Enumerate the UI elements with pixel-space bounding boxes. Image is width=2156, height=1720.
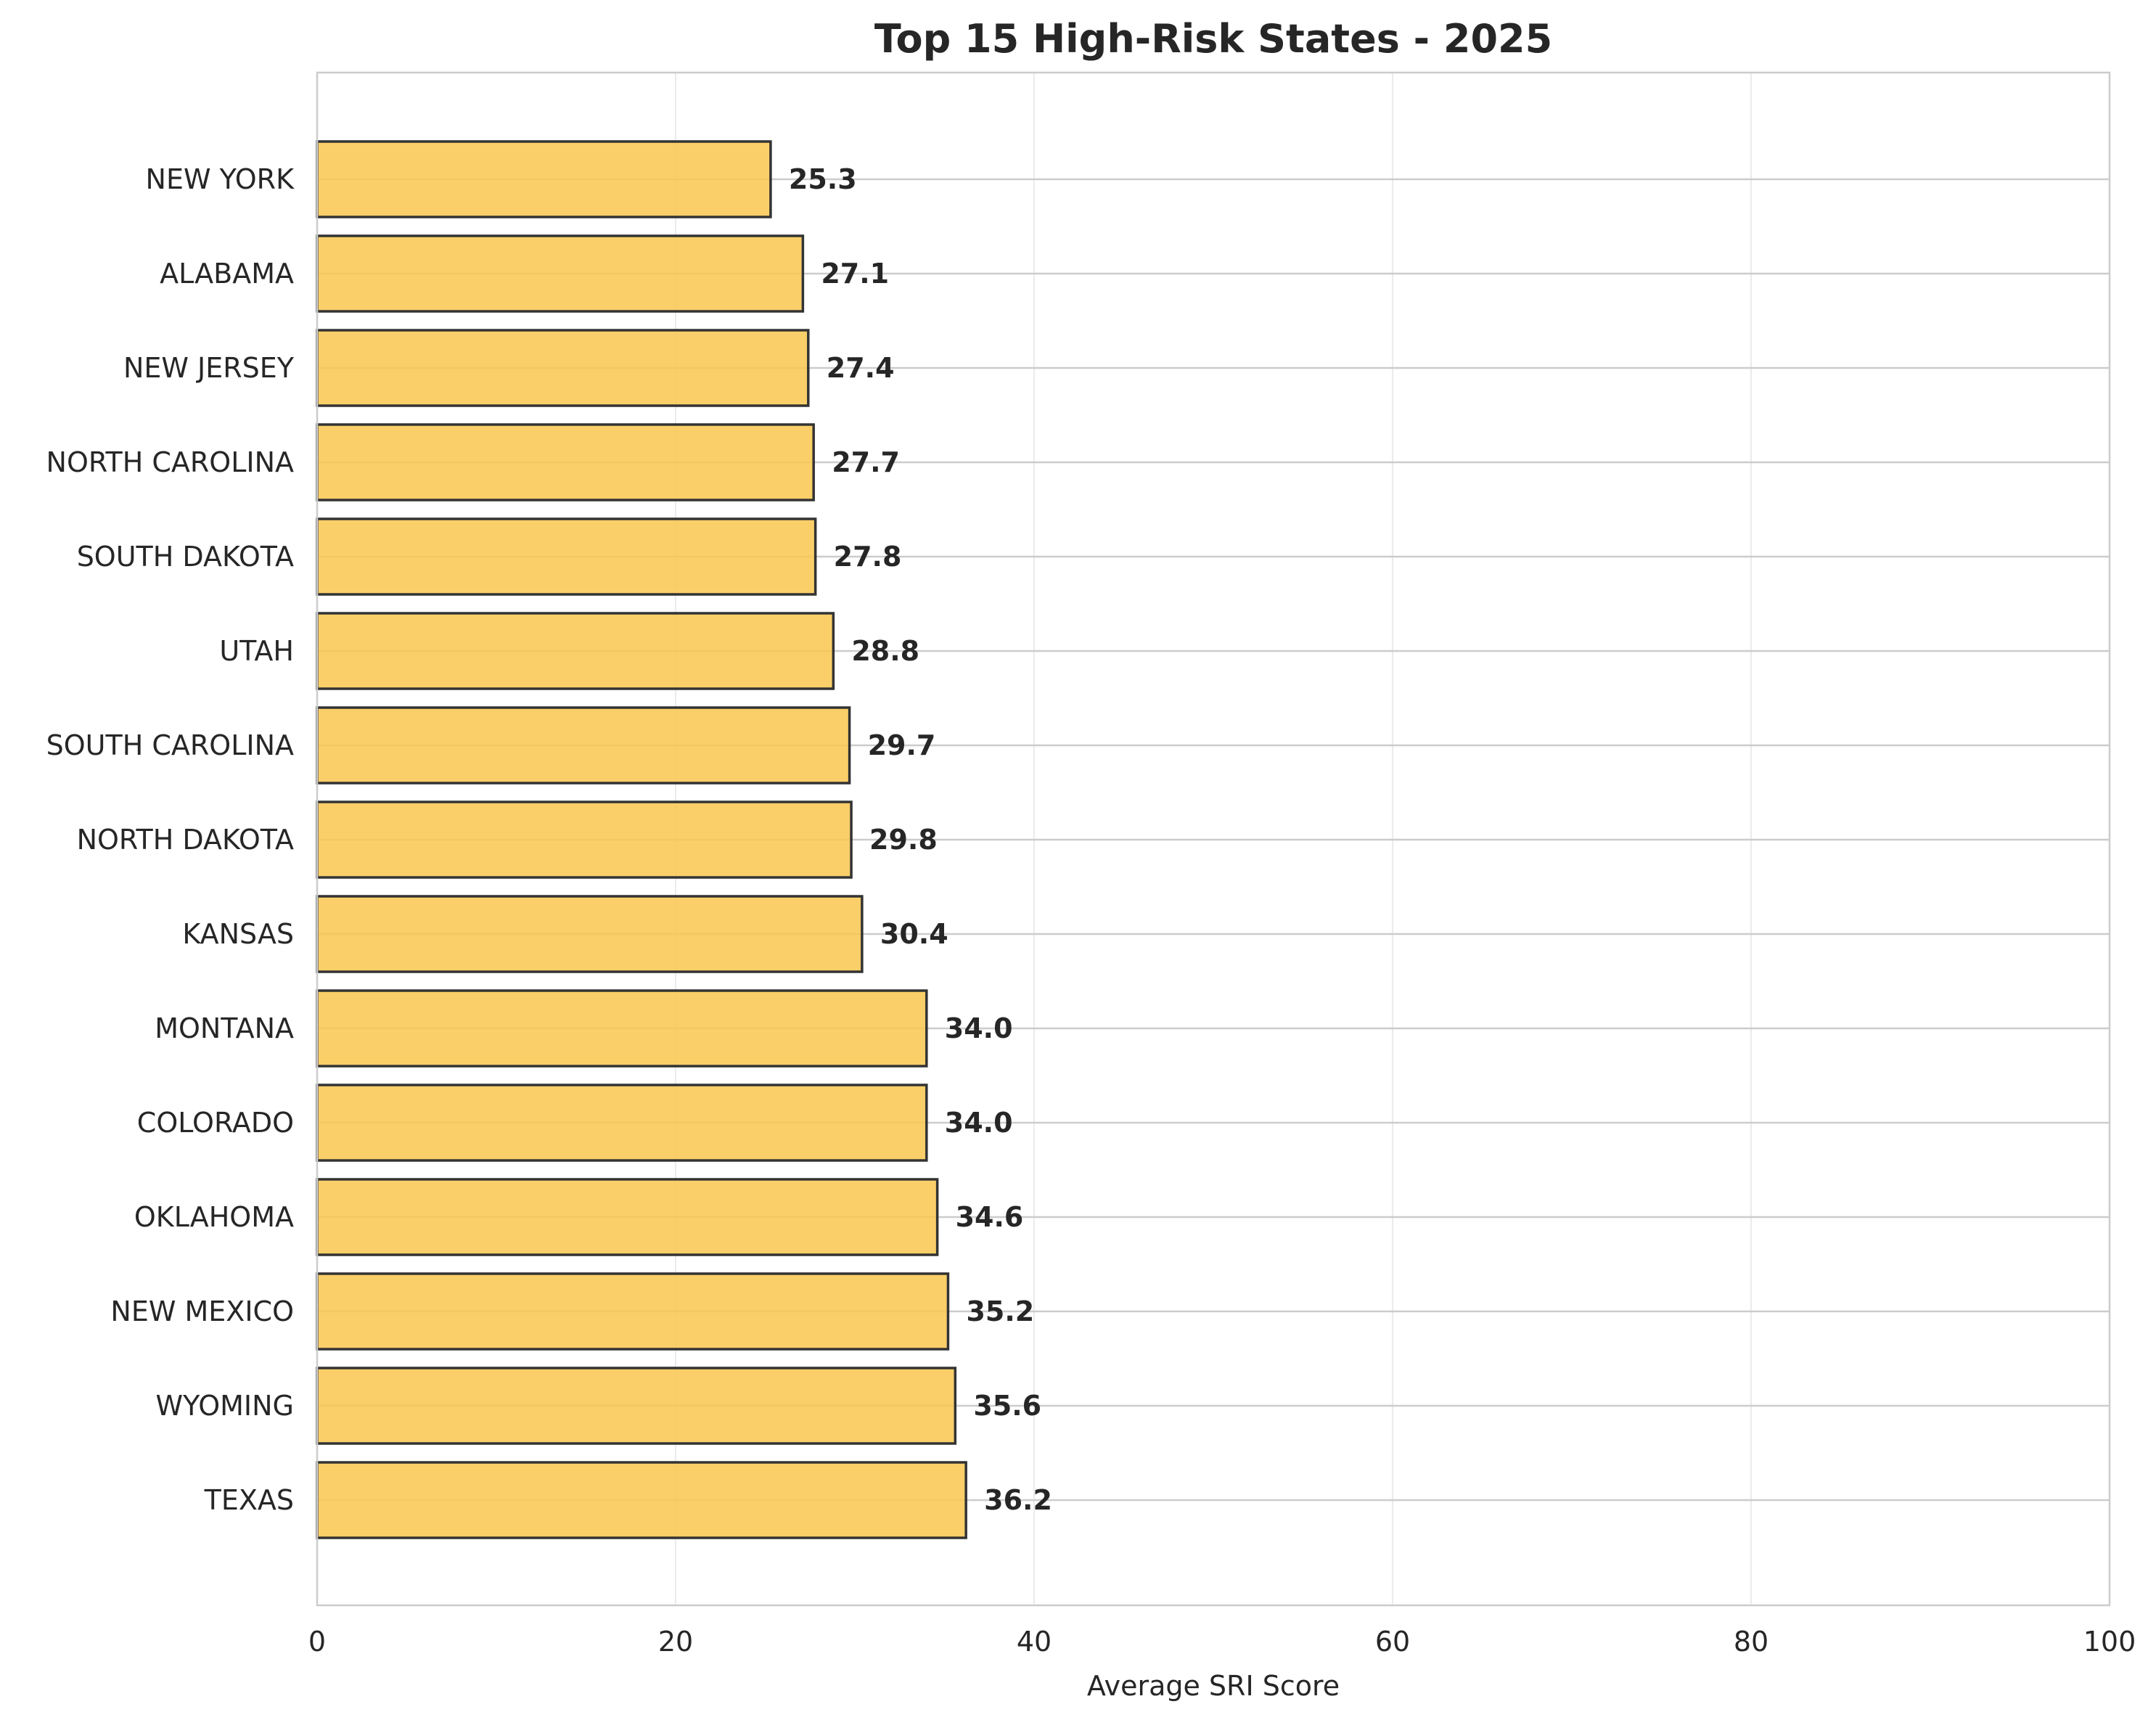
bar-value-label: 34.6 <box>956 1201 1024 1233</box>
y-tick-label: OKLAHOMA <box>134 1201 294 1233</box>
bar-value-label: 27.4 <box>827 352 895 384</box>
y-tick-label: NORTH DAKOTA <box>77 824 294 856</box>
bar <box>316 329 810 407</box>
y-tick-label: NORTH CAROLINA <box>46 446 294 478</box>
y-tick-label: ALABAMA <box>160 258 294 290</box>
bar-value-label: 35.6 <box>973 1390 1041 1422</box>
y-tick-label: WYOMING <box>156 1390 294 1422</box>
y-tick-label: TEXAS <box>204 1484 294 1516</box>
y-tick-label: KANSAS <box>182 918 294 950</box>
bar-value-label: 27.1 <box>821 258 889 290</box>
bar <box>316 517 817 596</box>
y-axis-tick-labels: NEW YORK ALABAMA NEW JERSEY NORTH CAROLINA S… <box>46 163 295 1516</box>
bar-value-label: 29.7 <box>868 729 936 761</box>
bar-value-label: 28.8 <box>851 635 919 667</box>
bar <box>316 1272 950 1351</box>
y-tick-label: MONTANA <box>155 1012 294 1044</box>
bar <box>316 612 835 690</box>
y-tick-label: SOUTH DAKOTA <box>77 541 294 573</box>
bar <box>316 1178 939 1256</box>
y-tick-label: NEW JERSEY <box>123 352 295 384</box>
bar-value-label: 30.4 <box>880 918 948 950</box>
y-tick-label: UTAH <box>219 635 294 667</box>
bar-value-label: 25.3 <box>789 163 857 195</box>
bar-value-label: 34.0 <box>945 1107 1013 1139</box>
bar <box>316 1461 967 1539</box>
plot-area-frame <box>316 71 2111 1607</box>
bar <box>316 989 928 1068</box>
x-tick-label: 20 <box>658 1626 693 1658</box>
y-tick-label: NEW MEXICO <box>110 1295 294 1327</box>
y-tick-label: NEW YORK <box>146 163 295 195</box>
bar <box>316 1367 957 1445</box>
bar <box>316 140 772 218</box>
bar-value-label: 27.8 <box>834 541 902 573</box>
x-tick-label: 60 <box>1375 1626 1410 1658</box>
bar-value-label: 29.8 <box>869 824 938 856</box>
x-tick-label: 100 <box>2083 1626 2136 1658</box>
x-tick-label: 40 <box>1017 1626 1052 1658</box>
y-tick-label: SOUTH CAROLINA <box>46 729 294 761</box>
bar-value-label: 34.0 <box>945 1012 1013 1044</box>
bar-value-labels: 25.3 27.1 27.4 27.7 27.8 28.8 29.7 29.8 30.4 34.0… <box>789 163 1052 1516</box>
bar <box>316 895 864 973</box>
y-tick-label: COLORADO <box>137 1107 294 1139</box>
x-tick-label: 80 <box>1734 1626 1768 1658</box>
x-tick-label: 0 <box>308 1626 326 1658</box>
chart-title: Top 15 High-Risk States - 2025 <box>874 16 1552 62</box>
bar <box>316 706 851 785</box>
bar <box>316 800 853 879</box>
bar-value-label: 27.7 <box>832 446 900 478</box>
bar-value-label: 36.2 <box>984 1484 1052 1516</box>
bars <box>316 140 967 1539</box>
bar-value-label: 35.2 <box>966 1295 1034 1327</box>
bar <box>316 1084 928 1162</box>
bar <box>316 423 815 501</box>
x-axis-label: Average SRI Score <box>1087 1670 1340 1702</box>
bar <box>316 234 805 313</box>
x-axis-tick-labels: 0 20 40 60 80 100 <box>308 1626 2136 1658</box>
